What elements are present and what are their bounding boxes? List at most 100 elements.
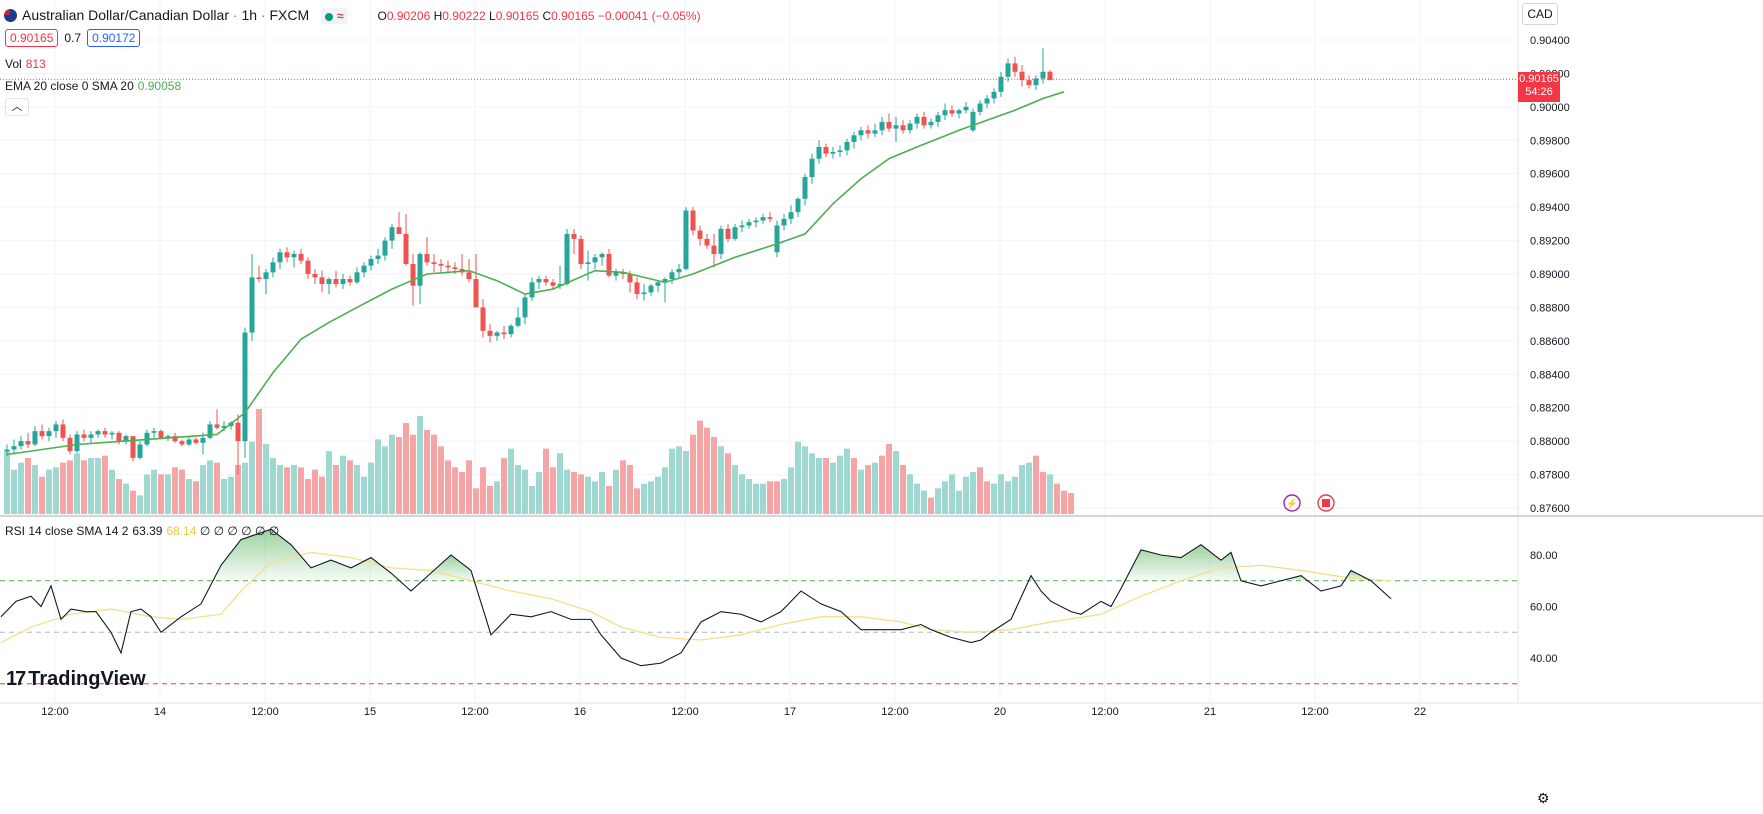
volume-bar: [109, 469, 115, 514]
candle: [851, 131, 857, 149]
volume-bar: [592, 481, 598, 514]
volume-bar: [466, 460, 472, 514]
volume-bar: [221, 479, 227, 514]
candle-body: [690, 210, 696, 231]
volume-bar: [928, 497, 934, 514]
candle-body: [39, 431, 45, 437]
candle-body: [95, 431, 101, 435]
candle: [109, 431, 115, 440]
price-axis-label: 0.90400: [1530, 35, 1570, 47]
symbol-legend[interactable]: Australian Dollar/Canadian Dollar · 1h ·…: [22, 7, 701, 25]
volume-bar: [550, 467, 556, 514]
candle-body: [536, 279, 542, 283]
candle: [893, 116, 899, 142]
buy-price-button[interactable]: 0.90172: [87, 29, 141, 47]
candle-body: [963, 106, 969, 111]
rsi-sma-line: [0, 551, 1392, 644]
candle: [536, 275, 542, 290]
volume-bar: [305, 479, 311, 514]
canada-flag-icon: [1322, 499, 1330, 507]
time-axis-label: 20: [994, 706, 1006, 718]
volume-bar: [683, 451, 689, 514]
candle-body: [571, 233, 577, 239]
candle: [193, 437, 199, 445]
candle: [704, 233, 710, 249]
candle-body: [11, 446, 17, 450]
candle-body: [354, 272, 360, 283]
candle: [81, 429, 87, 442]
candle: [438, 258, 444, 273]
candle-body: [991, 91, 997, 99]
candle-body: [4, 449, 10, 452]
candle: [998, 71, 1004, 97]
volume-bar: [578, 474, 584, 514]
ema-legend[interactable]: EMA 20 close 0 SMA 20 0.90058: [5, 79, 182, 93]
candle-body: [375, 255, 381, 259]
volume-bar: [165, 474, 171, 514]
volume-bar: [354, 465, 360, 514]
volume-bar: [1040, 472, 1046, 514]
candle-body: [410, 263, 416, 286]
candle-body: [270, 262, 276, 273]
sell-price-button[interactable]: 0.90165: [5, 29, 59, 47]
volume-bar: [795, 441, 801, 514]
candle-body: [256, 277, 262, 280]
candle: [459, 253, 465, 276]
candle: [424, 237, 430, 266]
candle: [179, 439, 185, 447]
candle: [263, 268, 269, 295]
candle: [655, 280, 661, 293]
volume-bar: [991, 483, 997, 514]
candle: [403, 213, 409, 266]
candle: [697, 225, 703, 246]
time-axis-label: 17: [784, 706, 796, 718]
candle-body: [214, 424, 220, 428]
candle: [662, 277, 668, 303]
candle: [25, 432, 31, 448]
candle: [543, 275, 549, 286]
candle-body: [774, 225, 780, 253]
market-status-badge[interactable]: ≈: [321, 8, 348, 25]
candle-body: [431, 262, 437, 264]
candle: [634, 277, 640, 300]
gear-icon[interactable]: ⚙: [1537, 790, 1550, 806]
candle: [732, 223, 738, 241]
volume-bar: [571, 472, 577, 514]
volume-bar: [319, 476, 325, 514]
tradingview-logo[interactable]: 17 TradingView: [6, 668, 146, 690]
volume-legend[interactable]: Vol 813: [5, 57, 46, 71]
candle: [571, 228, 577, 254]
volume-bar: [74, 453, 80, 514]
candle-body: [879, 121, 885, 131]
candle-body: [417, 253, 423, 286]
candle-body: [340, 279, 346, 285]
volume-bar: [697, 420, 703, 514]
candle: [683, 207, 689, 271]
candle: [431, 253, 437, 273]
candle-body: [865, 130, 871, 134]
currency-selector[interactable]: CAD: [1522, 3, 1558, 25]
candle-body: [718, 228, 724, 254]
candle-body: [949, 110, 955, 114]
volume-bar: [340, 455, 346, 514]
candle-body: [438, 263, 444, 266]
candle-body: [683, 210, 689, 269]
rsi-legend[interactable]: RSI 14 close SMA 14 2 63.39 68.14 ∅ ∅ ∅ ∅ …: [5, 524, 280, 538]
time-axis-label: 22: [1414, 706, 1426, 718]
candle-body: [550, 282, 556, 286]
volume-bar: [543, 448, 549, 514]
interval: 1h: [241, 7, 258, 23]
volume-bar: [1068, 493, 1074, 514]
collapse-legend-button[interactable]: ︿: [5, 98, 29, 116]
volume-bar: [760, 483, 766, 514]
candle: [382, 237, 388, 261]
volume-bar: [375, 439, 381, 514]
candle: [592, 253, 598, 269]
candle: [711, 233, 717, 268]
volume-bar: [648, 481, 654, 514]
ema20-line: [6, 91, 1065, 456]
volume-bar: [767, 481, 773, 514]
candle-body: [242, 332, 248, 442]
candle: [256, 265, 262, 283]
